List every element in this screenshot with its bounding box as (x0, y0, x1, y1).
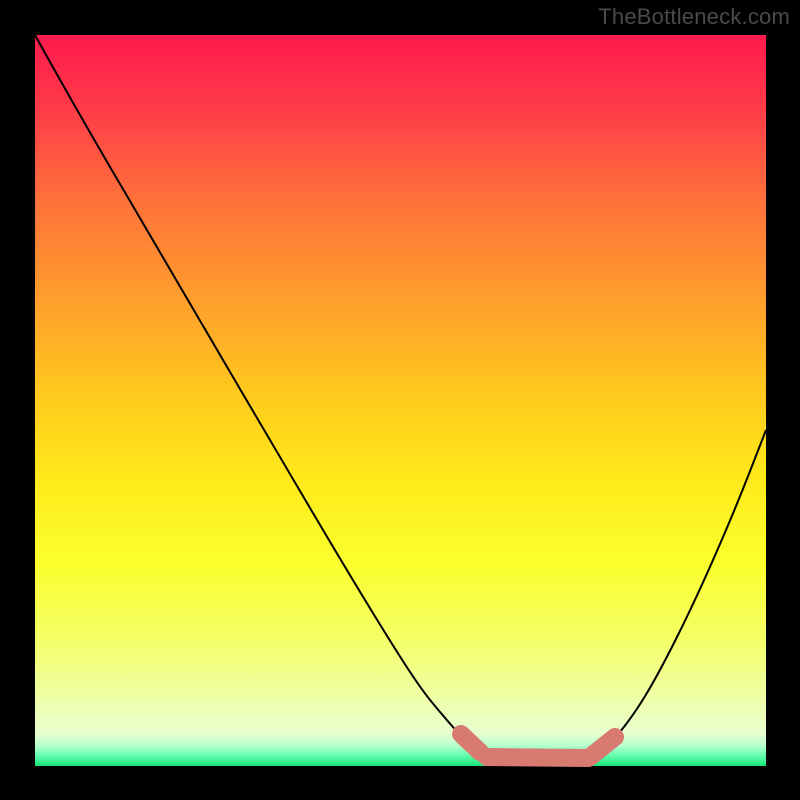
chart-canvas: TheBottleneck.com (0, 0, 800, 800)
optimal-zone-segment (487, 757, 588, 758)
chart-svg (0, 0, 800, 800)
watermark-text: TheBottleneck.com (598, 4, 790, 30)
